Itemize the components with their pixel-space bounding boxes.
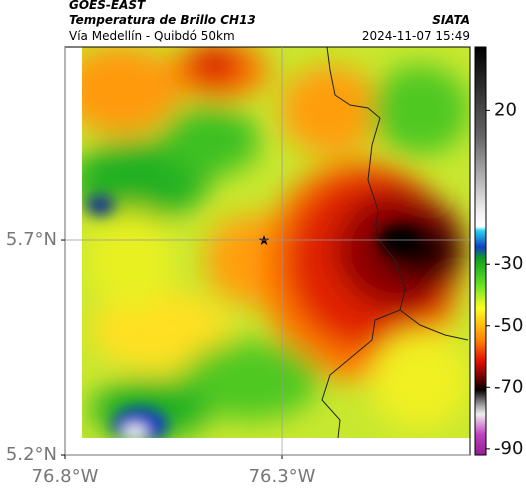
title: GOES-EAST — [69, 0, 146, 12]
colorbar-label: -30 — [494, 253, 523, 274]
x-tick-label: 76.8°W — [32, 466, 99, 487]
subtitle: Temperatura de Brillo CH13 — [69, 13, 256, 27]
y-tick-label: 5.7°N — [6, 229, 57, 250]
colorbar — [474, 46, 487, 456]
y-tick-label: 5.2°N — [6, 444, 57, 465]
route: Vía Medellín - Quibdó 50km — [69, 29, 235, 43]
source: SIATA — [432, 13, 470, 27]
timestamp: 2024-11-07 15:49 — [362, 29, 470, 43]
colorbar-label: -90 — [494, 438, 523, 459]
colorbar-label: -70 — [494, 376, 523, 397]
x-tick-label: 76.3°W — [249, 466, 316, 487]
colorbar-label: 20 — [494, 99, 517, 120]
borders — [321, 46, 469, 439]
colorbar-label: -50 — [494, 315, 523, 336]
brightness-image — [82, 47, 470, 438]
location-marker: ★ — [258, 233, 271, 249]
